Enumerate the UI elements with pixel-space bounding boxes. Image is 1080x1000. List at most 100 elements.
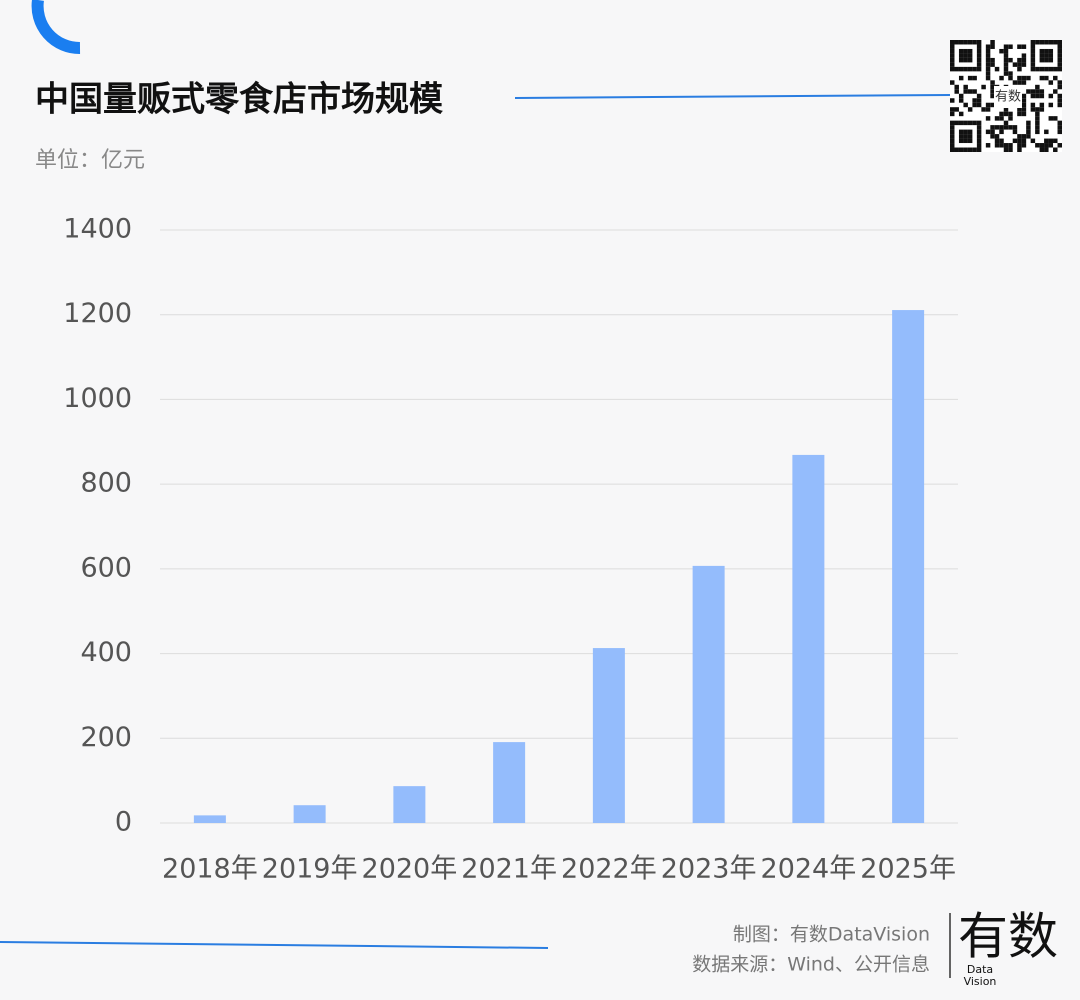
qr-cell [976, 44, 982, 49]
qr-cell [1021, 107, 1027, 112]
qr-cell [954, 40, 959, 45]
qr-cell [976, 143, 982, 148]
qr-cell [1003, 57, 1009, 63]
qr-cell [1039, 75, 1045, 81]
qr-cell [1057, 120, 1062, 126]
qr-cell [990, 102, 995, 108]
qr-cell [1044, 40, 1049, 45]
qr-cell [963, 84, 968, 90]
qr-cell [972, 147, 977, 152]
qr-cell [1053, 75, 1058, 81]
qr-cell [1048, 93, 1054, 99]
qr-cell [1048, 40, 1054, 45]
qr-cell [950, 98, 955, 103]
qr-cell [1057, 143, 1062, 148]
qr-cell [958, 138, 964, 144]
qr-cell [1053, 66, 1058, 72]
qr-cell [963, 57, 968, 63]
qr-cell [972, 40, 977, 45]
qr-cell [1017, 143, 1022, 148]
bar [892, 310, 925, 823]
unit-label: 单位：亿元 [35, 148, 145, 173]
qr-cell [1021, 57, 1027, 63]
qr-cell [967, 57, 973, 63]
qr-cell [967, 40, 973, 45]
qr-cell [963, 53, 968, 58]
qr-cell [999, 75, 1004, 81]
qr-cell [1039, 143, 1045, 148]
qr-cell [1044, 57, 1049, 63]
corner-arc [31, 0, 81, 55]
qr-cell [1017, 44, 1022, 49]
qr-cell [985, 129, 991, 135]
qr-cell [999, 125, 1004, 130]
qr-cell [1053, 138, 1058, 144]
bar [293, 805, 326, 823]
x-tick-label: 2025年 [860, 854, 956, 885]
qr-cell [981, 107, 986, 112]
qr-cell [972, 102, 977, 108]
qr-cell [1048, 138, 1054, 144]
qr-cell [1048, 102, 1054, 108]
qr-cell [976, 53, 982, 58]
qr-cell [990, 125, 995, 130]
qr-cell [1057, 44, 1062, 49]
qr-cell [976, 40, 982, 45]
qr-cell [1008, 116, 1013, 121]
qr-cell [1030, 62, 1036, 67]
qr-cell [999, 129, 1004, 135]
qr-cell [1035, 84, 1040, 90]
qr-cell [1044, 53, 1049, 58]
qr-cell [967, 129, 973, 135]
qr-cell [1044, 143, 1049, 148]
qr-cell [1039, 66, 1045, 72]
qr-cell [1026, 75, 1031, 81]
qr-cell [1035, 107, 1040, 112]
qr-cell [1053, 40, 1058, 45]
qr-cell [967, 134, 973, 139]
x-tick-label: 2022年 [561, 854, 657, 885]
qr-cell [950, 53, 955, 58]
qr-cell [976, 62, 982, 67]
qr-cell [967, 107, 973, 112]
qr-cell [976, 129, 982, 135]
qr-cell [1057, 66, 1062, 72]
qr-cell [1003, 71, 1009, 76]
qr-cell [985, 44, 991, 49]
x-tick-label: 2024年 [761, 854, 857, 885]
qr-cell [967, 66, 973, 72]
qr-cell [950, 57, 955, 63]
qr-cell [981, 84, 986, 90]
qr-cell [1057, 129, 1062, 135]
qr-cell [1053, 89, 1058, 94]
qr-cell [994, 125, 1000, 130]
qr-cell [999, 111, 1004, 117]
qr-cell [1012, 125, 1018, 130]
qr-cell [1048, 80, 1054, 85]
qr-cell [1057, 53, 1062, 58]
qr-cell [985, 71, 991, 76]
qr-cell [1035, 66, 1040, 72]
qr-cell [958, 147, 964, 152]
qr-cell [976, 66, 982, 72]
qr-cell [1057, 98, 1062, 103]
bar [692, 565, 725, 823]
qr-cell [963, 48, 968, 54]
qr-cell [950, 138, 955, 144]
qr-cell [1012, 80, 1018, 85]
qr-cell [1057, 102, 1062, 108]
qr-cell [1003, 125, 1009, 130]
qr-cell [990, 84, 995, 90]
x-tick-label: 2020年 [362, 854, 458, 885]
y-tick-label: 1200 [63, 298, 132, 329]
qr-cell [958, 134, 964, 139]
qr-cell [985, 48, 991, 54]
qr-cell [1021, 75, 1027, 81]
qr-cell [972, 66, 977, 72]
qr-cell [1008, 143, 1013, 148]
qr-cell [958, 98, 964, 103]
qr-cell [994, 116, 1000, 121]
qr-cell [999, 116, 1004, 121]
qr-cell [1048, 66, 1054, 72]
